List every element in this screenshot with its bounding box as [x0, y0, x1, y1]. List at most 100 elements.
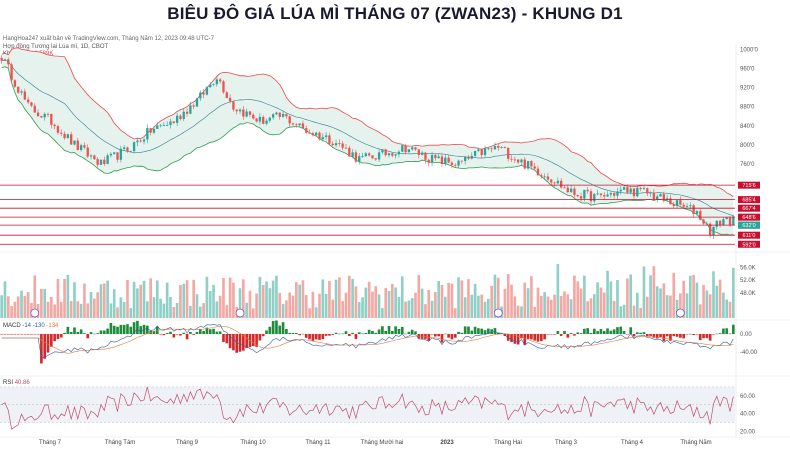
candle-body [344, 147, 348, 149]
candle-body [404, 145, 407, 153]
volume-bar [626, 278, 629, 318]
level-tag [738, 213, 760, 221]
candle-body [692, 205, 695, 214]
volume-bar [129, 308, 133, 318]
macd-legend: MACD -14 -130 -134 [3, 323, 58, 329]
macd-histogram-bar [205, 327, 209, 334]
candle-body [530, 161, 533, 167]
volume-bar [516, 305, 520, 318]
event-marker-icon [675, 308, 685, 318]
candle-body [136, 140, 139, 143]
macd-histogram-bar [169, 331, 172, 334]
volume-bar [298, 284, 301, 318]
macd-histogram-bar [311, 334, 315, 341]
volume-bar [172, 306, 176, 318]
candle-body [324, 135, 328, 138]
macd-histogram-bar [642, 332, 646, 334]
candle-body [619, 189, 622, 192]
macd-histogram-bar [453, 334, 457, 338]
candle-body [182, 111, 185, 119]
macd-histogram-bar [579, 333, 583, 334]
candle-body [358, 156, 361, 162]
volume-bar [659, 288, 662, 318]
candle-body [586, 189, 589, 192]
event-marker-icon [30, 308, 40, 318]
macd-histogram-bar [506, 334, 510, 341]
volume-bar [102, 283, 106, 318]
candle-body [13, 80, 17, 87]
price-tick-label: 920'0 [740, 86, 755, 92]
macd-histogram-bar [592, 328, 596, 334]
candle-body [189, 105, 192, 114]
macd-histogram-bar [712, 334, 715, 335]
candle-body [278, 112, 281, 117]
macd-histogram-bar [324, 334, 328, 336]
volume-bar [573, 275, 576, 318]
volume-bar [450, 283, 454, 318]
volume-bar [619, 306, 623, 318]
candle-body [447, 157, 450, 163]
macd-histogram-bar [553, 334, 556, 335]
volume-bar [583, 275, 586, 318]
macd-histogram-bar [126, 324, 129, 334]
x-tick-label: Tháng Mười hai [361, 440, 404, 446]
volume-bar [556, 264, 560, 318]
macd-histogram-bar [129, 326, 133, 334]
candle-body [609, 193, 613, 195]
candle-body [53, 124, 56, 127]
macd-histogram-bar [487, 328, 490, 334]
volume-bar [427, 289, 431, 318]
candle-body [23, 91, 26, 100]
candle-body [407, 149, 411, 153]
x-tick-label: Tháng 7 [39, 440, 62, 446]
volume-bar [275, 275, 278, 318]
candle-body [305, 128, 308, 133]
macd-histogram-bar [132, 322, 136, 334]
macd-histogram-bar [434, 334, 437, 337]
macd-histogram-bar [457, 331, 460, 334]
volume-bar [351, 278, 354, 318]
volume-bar [13, 301, 17, 318]
macd-histogram-bar [655, 334, 659, 339]
macd-histogram-bar [407, 331, 411, 334]
macd-histogram-bar [665, 334, 669, 337]
candle-body [603, 195, 606, 197]
volume-bar [404, 301, 407, 318]
volume-bar [440, 285, 444, 318]
macd-histogram-bar [334, 332, 338, 334]
macd-histogram-bar [662, 334, 666, 342]
volume-bar [543, 292, 546, 318]
volume-bar [463, 297, 467, 318]
macd-histogram-bar [59, 334, 63, 338]
candle-body [516, 159, 520, 163]
volume-bar [251, 308, 255, 318]
candle-body [225, 92, 228, 98]
macd-histogram-bar [225, 334, 229, 344]
candle-body [248, 111, 252, 115]
volume-bar [576, 281, 580, 318]
macd-histogram-bar [377, 329, 381, 334]
candle-body [381, 149, 384, 153]
volume-tick-label: 48.0K [740, 291, 756, 297]
volume-bar [599, 287, 603, 318]
candle-body [129, 151, 132, 152]
rsi-value: 40.86 [14, 380, 30, 386]
volume-bar [374, 286, 378, 318]
candle-body [424, 152, 427, 160]
volume-bar [692, 274, 695, 318]
macd-histogram-bar [152, 331, 156, 334]
last-price-tag [738, 221, 760, 229]
candle-body [113, 152, 116, 154]
volume-bar [59, 301, 63, 318]
x-tick-label: Tháng 11 [306, 440, 332, 446]
volume-tick-label: 56.0K [740, 266, 756, 272]
macd-histogram-bar [636, 332, 639, 334]
symbol-name: Hợp đồng Tương lai Lúa mì, 1D, CBOT [3, 44, 109, 50]
volume-bar [288, 292, 292, 318]
candle-body [205, 87, 209, 95]
macd-histogram-bar [559, 334, 563, 336]
macd-histogram-bar [46, 334, 50, 353]
macd-histogram-bar [268, 326, 272, 334]
candle-body [252, 114, 255, 119]
volume-bar [629, 274, 633, 318]
